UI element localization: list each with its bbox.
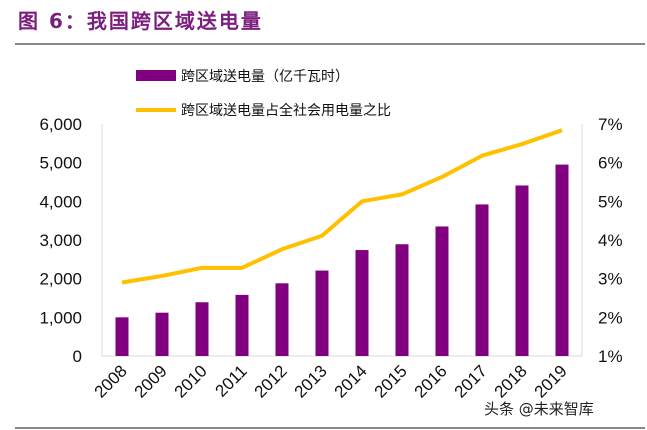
bar-2011 — [235, 294, 249, 356]
left-tick-label: 4,000 — [39, 192, 82, 211]
axes — [101, 124, 583, 357]
x-tick-label: 2012 — [251, 361, 291, 401]
x-tick-label: 2019 — [531, 361, 571, 401]
bar-2017 — [475, 204, 489, 356]
right-tick-label: 7% — [598, 115, 623, 134]
x-tick-label: 2011 — [212, 361, 251, 400]
watermark: 头条 @未来智库 — [484, 400, 594, 418]
x-tick-label: 2016 — [411, 361, 451, 401]
x-tick-label: 2015 — [371, 361, 411, 401]
bar-2009 — [155, 312, 169, 356]
left-tick-label: 3,000 — [39, 231, 82, 250]
figure-title: 图 6：我国跨区域送电量 — [18, 9, 263, 33]
left-tick-label: 6,000 — [39, 115, 82, 134]
right-tick-label: 2% — [598, 308, 623, 327]
right-tick-label: 4% — [598, 231, 623, 250]
bottom-divider — [15, 427, 645, 429]
right-tick-label: 1% — [598, 347, 623, 366]
left-tick-label: 0 — [73, 347, 82, 366]
bar-2016 — [435, 226, 449, 356]
ratio-line-path — [121, 128, 563, 285]
right-tick-label: 3% — [598, 270, 623, 289]
tick-labels: 0 1,000 2,000 3,000 4,000 5,000 6,000 1% 2% 3% 4% 5… — [39, 115, 622, 402]
x-tick-label: 2013 — [291, 361, 331, 401]
legend-bar-swatch — [136, 70, 176, 81]
bar-2008 — [115, 317, 129, 356]
right-tick-label: 6% — [598, 154, 623, 173]
ratio-line — [121, 128, 563, 285]
bar-2018 — [515, 185, 529, 356]
bar-2010 — [195, 302, 209, 356]
x-tick-label: 2017 — [451, 361, 491, 401]
bars — [115, 164, 569, 356]
bar-2014 — [355, 250, 369, 356]
bar-2015 — [395, 244, 409, 356]
left-tick-label: 5,000 — [39, 154, 82, 173]
title-divider — [15, 43, 645, 45]
x-tick-label: 2014 — [331, 361, 371, 401]
legend: 跨区域送电量（亿千瓦时） 跨区域送电量占全社会用电量之比 — [136, 69, 391, 119]
left-tick-label: 2,000 — [39, 270, 82, 289]
bar-2012 — [275, 283, 289, 356]
x-tick-label: 2018 — [491, 361, 531, 401]
bar-2013 — [315, 270, 329, 356]
left-tick-label: 1,000 — [39, 308, 82, 327]
legend-bar-label: 跨区域送电量（亿千瓦时） — [181, 69, 349, 85]
x-tick-label: 2010 — [171, 361, 211, 401]
bar-2019 — [555, 164, 569, 356]
x-tick-label: 2009 — [131, 361, 171, 401]
x-tick-label: 2008 — [91, 361, 131, 401]
legend-line-label: 跨区域送电量占全社会用电量之比 — [181, 102, 391, 119]
right-tick-label: 5% — [598, 192, 623, 211]
